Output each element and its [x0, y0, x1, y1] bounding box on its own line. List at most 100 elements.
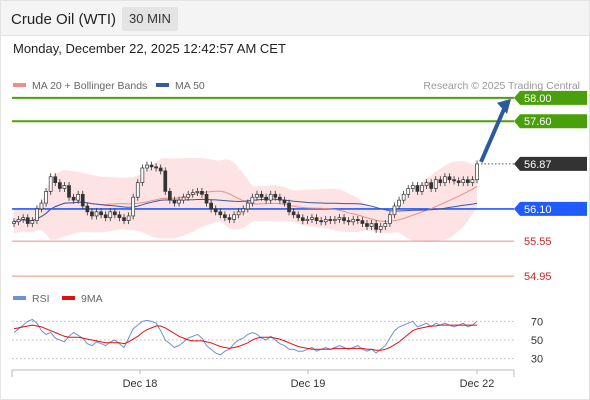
candle-body — [76, 193, 81, 201]
candle-body — [278, 196, 282, 201]
candle-body — [232, 214, 236, 220]
candle-body — [346, 220, 351, 223]
candle-body — [12, 221, 16, 224]
candle-body — [213, 208, 218, 213]
candle-body — [264, 196, 268, 201]
level-label-57.60: 57.60 — [524, 116, 552, 128]
candle-body — [108, 211, 113, 219]
candles — [12, 160, 479, 233]
candle-body — [410, 185, 415, 189]
candle-body — [360, 220, 365, 224]
legend-ma50: MA 50 — [156, 80, 205, 92]
legend-ma50-label: MA 50 — [175, 80, 205, 92]
legend-rsi-label: RSI — [32, 293, 50, 305]
candle-body — [443, 176, 447, 183]
timeframe-badge[interactable]: 30 MIN — [122, 7, 178, 31]
ma20-swatch-icon — [13, 83, 26, 88]
candle-body — [328, 219, 333, 221]
x-tick-label: Dec 18 — [123, 378, 158, 390]
candle-body — [291, 211, 296, 216]
candle-body — [250, 196, 255, 204]
level-tag-56.10 — [514, 201, 587, 216]
candle-body — [268, 193, 273, 201]
candle-body — [209, 202, 213, 210]
candle-body — [25, 217, 30, 224]
candle-body — [351, 219, 356, 223]
candle-body — [145, 164, 149, 169]
candle-body — [172, 199, 177, 204]
candle-body — [342, 217, 346, 221]
candle-body — [181, 196, 186, 201]
candle-body — [223, 214, 227, 219]
candle-body — [310, 217, 314, 220]
candle-body — [365, 223, 369, 227]
chart-header: Crude Oil (WTI) 30 MIN — [1, 1, 589, 36]
candle-body — [126, 215, 131, 221]
legend-rsi-ma-label: 9MA — [81, 293, 103, 305]
candle-body — [80, 193, 85, 207]
candle-body — [259, 193, 264, 198]
candle-body — [319, 220, 323, 223]
candle-body — [406, 188, 411, 195]
candle-body — [71, 196, 76, 201]
forecast-arrow-shaft — [479, 106, 507, 163]
candle-body — [30, 220, 35, 224]
candle-body — [44, 191, 48, 204]
candle-body — [186, 193, 191, 198]
candle-body — [383, 223, 388, 227]
candle-body — [48, 176, 53, 192]
candle-body — [154, 166, 158, 169]
candle-body — [388, 214, 392, 224]
candle-body — [378, 226, 383, 230]
candle-body — [424, 182, 429, 186]
candle-body — [103, 214, 108, 219]
level-tag-58.00 — [514, 90, 587, 105]
rsi-ma-swatch-icon — [62, 296, 75, 301]
candle-body — [140, 167, 145, 183]
candle-body — [461, 179, 466, 183]
level-label-56.10: 56.10 — [524, 204, 552, 216]
candle-body — [337, 217, 342, 220]
copyright-notice: Research © 2025 Trading Central — [423, 80, 580, 92]
legend-rsi: RSI — [13, 293, 50, 305]
candle-body — [323, 219, 328, 223]
forecast-arrow-head-icon — [497, 98, 511, 114]
rsi-tick-label: 30 — [531, 354, 543, 366]
candle-body — [369, 223, 374, 227]
candle-body — [168, 191, 172, 201]
candle-body — [245, 202, 250, 210]
candle-body — [158, 167, 163, 172]
candle-body — [204, 193, 209, 204]
timestamp: Monday, December 22, 2025 12:42:57 AM CE… — [13, 41, 286, 56]
candle-body — [355, 219, 360, 221]
candle-body — [433, 179, 438, 189]
candle-body — [465, 179, 470, 183]
rsi-line — [13, 318, 478, 356]
level-tag-57.60 — [514, 114, 587, 129]
candle-body — [16, 219, 21, 223]
candle-body — [241, 208, 246, 213]
candle-body — [135, 182, 140, 198]
candle-body — [39, 202, 44, 210]
level-label-55.55: 55.55 — [524, 236, 552, 248]
candle-body — [122, 217, 126, 221]
candle-body — [374, 223, 378, 230]
candle-body — [475, 163, 479, 181]
candle-body — [397, 199, 401, 207]
candle-body — [149, 164, 154, 168]
candle-body — [314, 217, 319, 221]
ma50-line — [13, 198, 478, 223]
legend-ma20: MA 20 + Bollinger Bands — [13, 80, 147, 92]
candle-body — [99, 211, 103, 216]
candle-body — [305, 219, 310, 221]
candle-body — [447, 176, 452, 181]
level-label-58.00: 58.00 — [524, 93, 552, 105]
candle-body — [470, 179, 475, 183]
candle-body — [415, 185, 420, 192]
rsi-tick-label: 50 — [531, 335, 543, 347]
candle-body — [67, 185, 71, 198]
candle-body — [163, 170, 168, 192]
candle-body — [195, 191, 200, 193]
legend-rsi-ma: 9MA — [62, 293, 103, 305]
